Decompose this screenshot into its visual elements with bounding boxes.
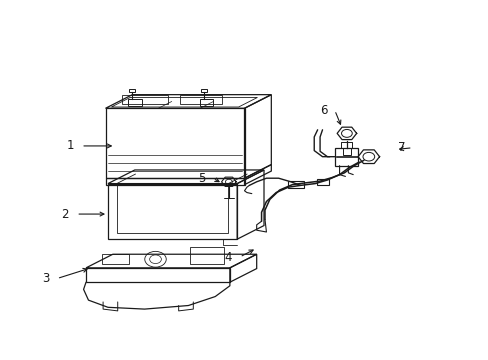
Text: 2: 2 (61, 208, 69, 221)
Bar (102, 255, 129, 265)
Text: 5: 5 (198, 172, 205, 185)
Text: 3: 3 (42, 272, 49, 285)
Bar (201, 89, 206, 92)
Bar (200, 99, 213, 106)
Bar (334, 148, 357, 166)
Bar (342, 148, 350, 155)
Bar (189, 247, 224, 265)
Text: 4: 4 (224, 251, 232, 264)
Bar (129, 89, 135, 92)
Text: 6: 6 (319, 104, 327, 117)
Bar (180, 95, 221, 104)
Text: 7: 7 (397, 141, 405, 154)
Bar (105, 178, 244, 185)
Text: 1: 1 (66, 139, 74, 152)
Bar (288, 181, 304, 188)
Bar (316, 179, 328, 185)
Bar (117, 184, 228, 233)
Bar (122, 95, 168, 104)
Bar (128, 99, 142, 106)
Bar (108, 184, 237, 239)
Bar (105, 108, 244, 178)
